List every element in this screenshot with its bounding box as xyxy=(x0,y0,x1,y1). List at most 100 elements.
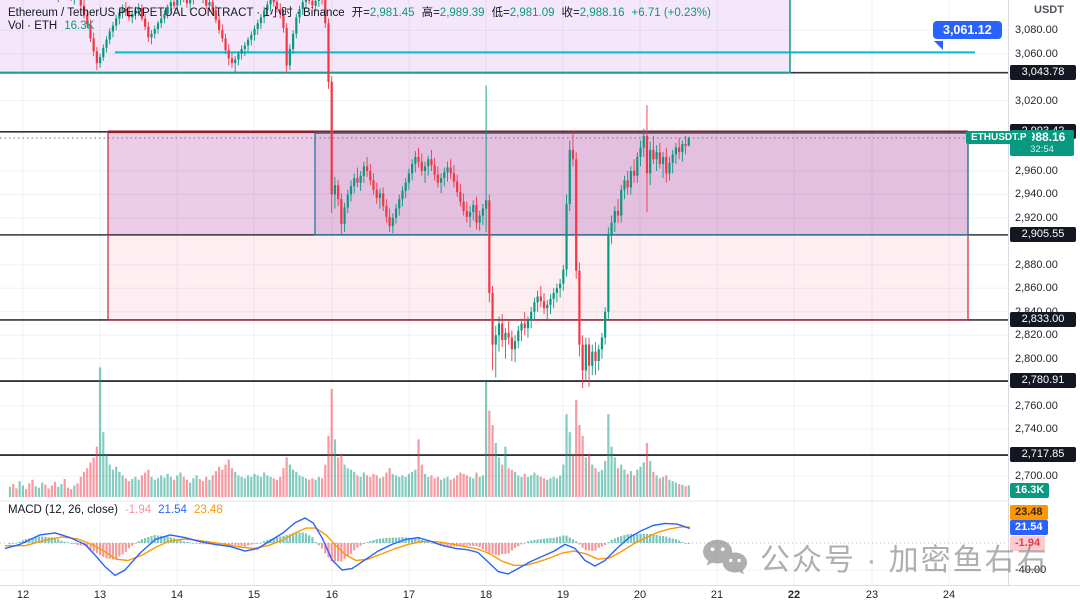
volume-bar xyxy=(246,475,250,497)
macd-histogram-bar xyxy=(230,543,234,545)
volume-bar xyxy=(632,475,636,497)
volume-bar xyxy=(15,488,18,497)
macd-legend-value: 23.48 xyxy=(193,504,223,516)
price-tick-label: 2,700.00 xyxy=(1015,469,1058,482)
macd-histogram-bar xyxy=(124,543,127,552)
volume-bar xyxy=(163,477,166,497)
macd-histogram-bar xyxy=(227,543,230,545)
price-axis[interactable]: USDT 3,080.00 3,060.00 3,020.00 2,960.00 2,9… xyxy=(1008,0,1080,585)
macd-histogram-bar xyxy=(150,536,153,543)
candle-body xyxy=(111,25,115,32)
macd-histogram-bar xyxy=(417,538,420,543)
candle-body xyxy=(433,165,436,175)
zone-box-border[interactable] xyxy=(0,0,791,74)
symbol-legend[interactable]: Ethereum / TetherUS PERPETUAL CONTRACT ·… xyxy=(8,4,711,20)
candle-body xyxy=(365,166,369,171)
candle-body xyxy=(552,292,555,299)
volume-bar xyxy=(147,469,150,497)
volume-bar xyxy=(86,468,89,497)
volume-bar xyxy=(449,479,452,497)
volume-bar xyxy=(481,475,484,497)
volume-bar xyxy=(214,471,217,497)
volume-bar xyxy=(353,471,356,497)
price-tick-label: 2,820.00 xyxy=(1015,329,1058,342)
candle-body xyxy=(82,5,86,15)
volume-bar xyxy=(153,479,156,497)
volume-bar xyxy=(472,478,475,497)
price-tick-label: 2,960.00 xyxy=(1015,165,1058,177)
candle-body xyxy=(600,337,604,350)
zone-box-border[interactable] xyxy=(314,132,969,236)
volume-legend[interactable]: Vol · ETH 16.3K xyxy=(8,20,94,32)
zone-box-fill[interactable] xyxy=(108,131,315,235)
candle-body xyxy=(497,323,501,336)
volume-bar xyxy=(539,476,542,497)
candle-body xyxy=(404,182,407,191)
volume-bar xyxy=(456,475,459,497)
macd-histogram-bar xyxy=(195,543,198,544)
chart-canvas[interactable] xyxy=(0,0,1008,585)
level-price-label: 2,833.00 xyxy=(1010,311,1076,327)
candle-body xyxy=(649,149,652,174)
candle-body xyxy=(153,29,156,34)
macd-histogram-bar xyxy=(687,543,690,544)
macd-axis-tag: 23.48 xyxy=(1010,505,1048,520)
candle-body xyxy=(546,304,549,309)
macd-histogram-bar xyxy=(632,534,636,543)
time-axis[interactable]: 12 13 14 15 16 17 18 19 20 21 22 23 24 xyxy=(0,585,1080,604)
macd-histogram-bar xyxy=(536,539,539,543)
macd-histogram-bar xyxy=(372,540,375,543)
volume-bar xyxy=(224,464,227,497)
price-callout[interactable]: 3,061.12 xyxy=(933,21,1002,40)
time-tick-label: 17 xyxy=(402,589,416,601)
candle-body xyxy=(263,10,266,18)
volume-bar xyxy=(37,487,41,497)
candle-body xyxy=(246,39,250,46)
macd-histogram-bar xyxy=(320,543,324,549)
macd-legend[interactable]: MACD (12, 26, close) -1.94 21.54 23.48 xyxy=(8,504,230,516)
macd-histogram-bar xyxy=(375,539,378,543)
macd-histogram-bar xyxy=(337,543,340,562)
volume-bar xyxy=(678,484,681,497)
candle-body xyxy=(137,7,140,11)
macd-histogram-bar xyxy=(459,543,462,547)
candle-body xyxy=(485,200,488,209)
candle-body xyxy=(337,185,340,200)
candle-body xyxy=(282,13,285,28)
candle-body xyxy=(443,172,446,179)
volume-bar xyxy=(375,475,378,497)
volume-bar xyxy=(349,469,353,497)
zone-box-fill[interactable] xyxy=(108,131,968,320)
macd-histogram-bar xyxy=(89,543,92,550)
macd-values: -1.94 21.54 23.48 xyxy=(125,504,230,516)
candle-body xyxy=(340,199,343,224)
zone-box-fill[interactable] xyxy=(0,0,790,73)
volume-bar xyxy=(172,479,176,497)
level-price-label: 3,043.78 xyxy=(1010,64,1076,80)
volume-bar xyxy=(314,479,317,497)
candle-body xyxy=(478,215,481,223)
macd-histogram-bar xyxy=(571,539,575,543)
macd-histogram-bar xyxy=(15,542,18,544)
volume-bar xyxy=(671,481,674,497)
volume-bar xyxy=(330,389,333,497)
macd-histogram-bar xyxy=(465,543,468,546)
volume-bar xyxy=(600,469,604,497)
candle-body xyxy=(98,57,102,64)
volume-bar xyxy=(311,478,314,497)
macd-histogram-bar xyxy=(66,542,70,544)
volume-bar xyxy=(411,471,414,497)
macd-histogram-bar xyxy=(37,536,41,543)
volume-bar xyxy=(607,414,610,497)
candle-body xyxy=(185,0,189,4)
macd-histogram-bar xyxy=(369,541,372,543)
candle-body xyxy=(427,159,430,167)
macd-histogram-bar xyxy=(629,533,632,543)
volume-bar xyxy=(298,475,301,497)
candle-body xyxy=(378,193,382,198)
macd-histogram-bar xyxy=(481,543,484,550)
macd-histogram-bar xyxy=(105,543,108,559)
macd-histogram-bar xyxy=(658,535,661,543)
candle-body xyxy=(549,298,552,305)
candle-body xyxy=(681,144,684,153)
